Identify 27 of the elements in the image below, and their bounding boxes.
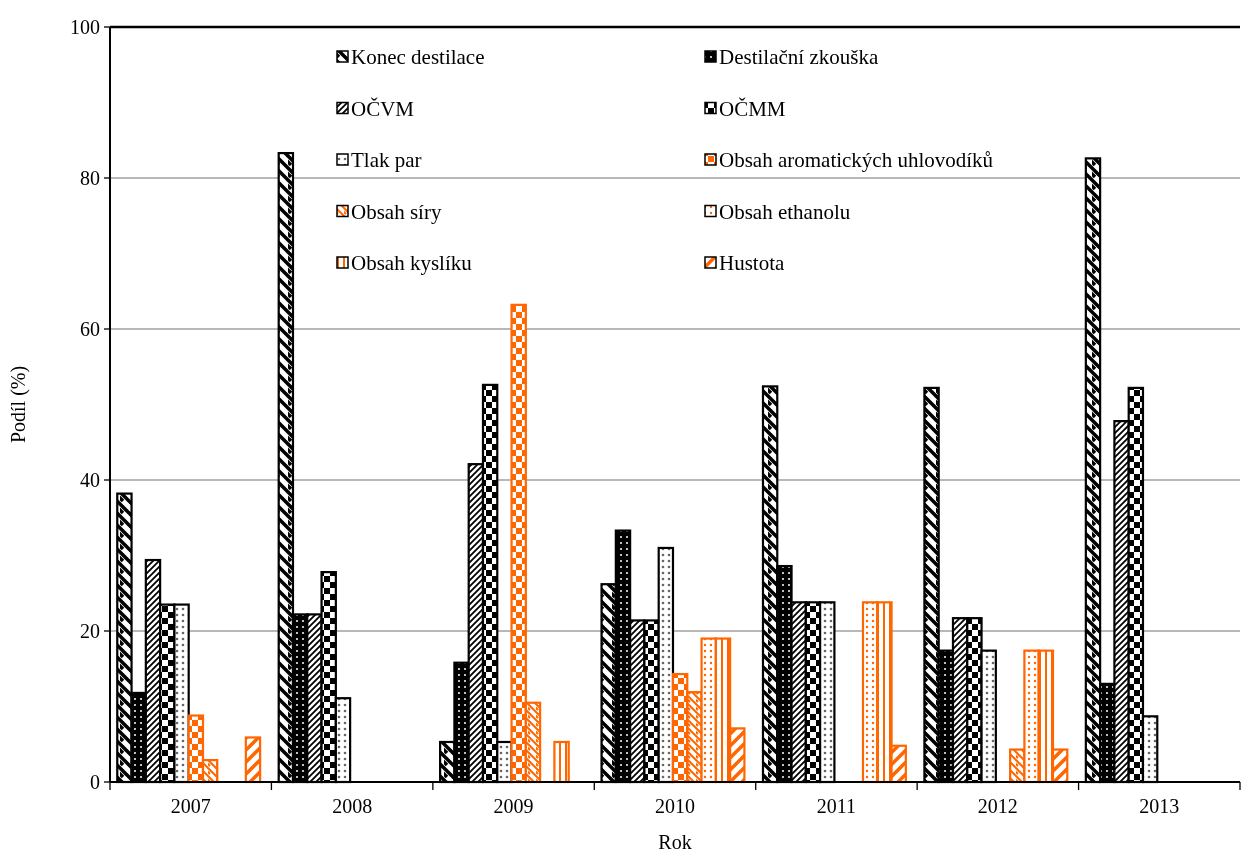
y-axis-title: Podíl (%) bbox=[7, 365, 30, 444]
y-tick-label: 100 bbox=[70, 16, 100, 38]
x-tick-label: 2010 bbox=[655, 795, 695, 817]
legend-label: OČMM bbox=[719, 96, 786, 121]
x-tick-label: 2009 bbox=[493, 795, 534, 817]
legend-label: Konec destilace bbox=[351, 45, 485, 70]
y-tick-label: 20 bbox=[80, 620, 100, 642]
legend-label: Destilační zkouška bbox=[719, 45, 879, 70]
x-tick-label: 2007 bbox=[170, 795, 211, 817]
y-tick-label: 80 bbox=[80, 167, 100, 189]
y-tick-label: 40 bbox=[80, 469, 100, 491]
y-tick-label: 60 bbox=[80, 318, 100, 340]
bar bbox=[553, 740, 570, 784]
legend-label: OČVM bbox=[351, 96, 415, 121]
legend-label: Hustota bbox=[719, 251, 786, 276]
x-tick-label: 2013 bbox=[1139, 795, 1180, 817]
legend-label: Obsah ethanolu bbox=[719, 199, 851, 224]
x-axis-title: Rok bbox=[658, 831, 692, 853]
bar bbox=[244, 736, 262, 784]
x-tick-label: 2011 bbox=[816, 795, 857, 817]
x-tick-label: 2012 bbox=[977, 795, 1018, 817]
legend-label: Tlak par bbox=[351, 148, 422, 173]
legend-label: Obsah aromatických uhlovodíků bbox=[719, 148, 994, 173]
legend-label: Obsah síry bbox=[351, 199, 442, 224]
x-tick-label: 2008 bbox=[332, 795, 373, 817]
y-tick-label: 0 bbox=[90, 771, 100, 793]
legend-label: Obsah kyslíku bbox=[351, 251, 473, 276]
